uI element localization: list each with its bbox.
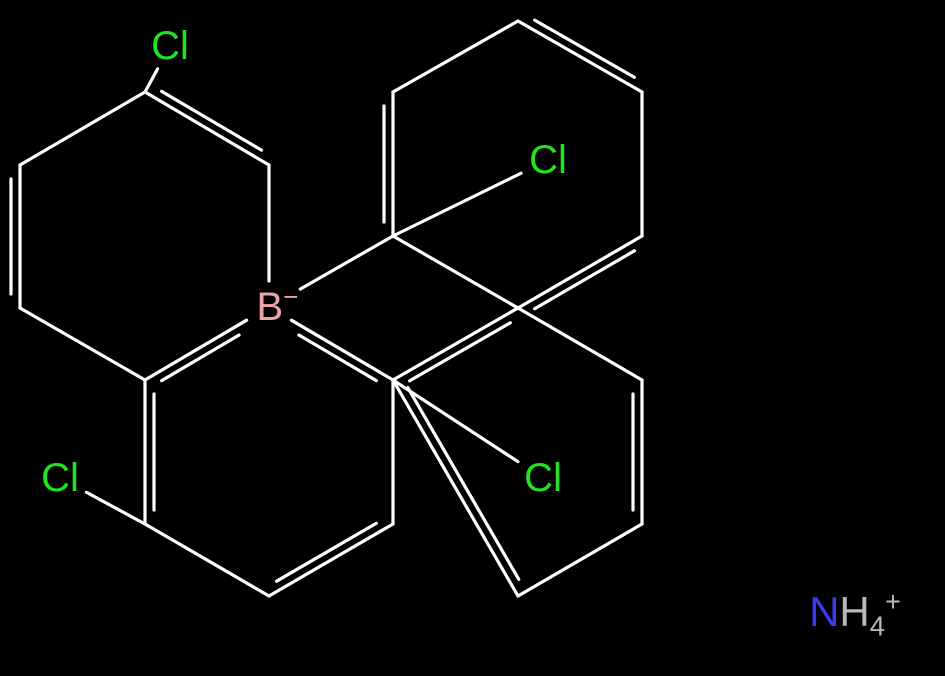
subscript-4: 4 bbox=[870, 610, 885, 641]
charge-plus: + bbox=[885, 586, 901, 617]
element-h: H bbox=[839, 588, 869, 635]
atom-chlorine: Cl bbox=[529, 140, 567, 180]
atom-chlorine: Cl bbox=[41, 458, 79, 498]
atom-chlorine: Cl bbox=[151, 26, 189, 66]
atom-boron: B− bbox=[256, 287, 298, 327]
atom-chlorine: Cl bbox=[524, 458, 562, 498]
element-n: N bbox=[809, 588, 839, 635]
bond-layer bbox=[0, 0, 945, 676]
ammonium-cation: NH4+ bbox=[809, 591, 901, 633]
chemical-structure-canvas: B− Cl Cl Cl Cl NH4+ bbox=[0, 0, 945, 676]
element-symbol: B bbox=[256, 285, 283, 329]
charge-minus: − bbox=[283, 282, 298, 312]
